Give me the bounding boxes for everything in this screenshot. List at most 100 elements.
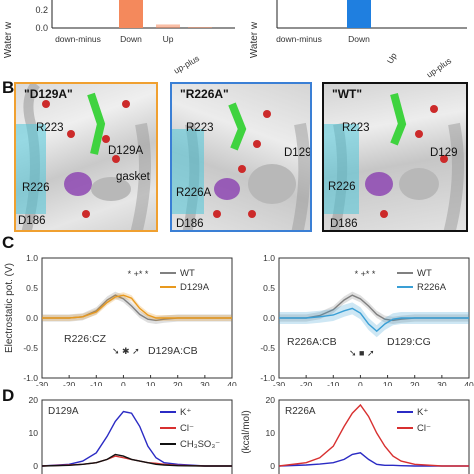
snapshot-r226a-label-d186: D186 (176, 218, 204, 230)
panel-d-left-legend-k: K⁺ (180, 407, 191, 418)
panel-b-letter: B (2, 78, 15, 97)
series-line-d129a (42, 294, 232, 319)
panel-c-right-arrows: ➘ ■ ➚ (349, 348, 375, 358)
panel-a-left-chart: Water w 0.2 0.0 down-minus Down Up up-pl… (3, 0, 235, 76)
series-line-cl (278, 403, 469, 467)
panel-c-right-ytick-3: -0.5 (260, 343, 275, 353)
series-line-k (41, 410, 232, 467)
xtick-label: 10 (383, 380, 393, 386)
snapshot-d129a-label-gasket: gasket (116, 171, 150, 183)
panel-c-left-ytick-3: -0.5 (23, 343, 38, 353)
panel-c-right-legend-r226a: R226A (417, 282, 447, 293)
panel-d-right-ytick-0: 20 (266, 395, 276, 405)
snapshot-d129a-art (16, 84, 151, 230)
panel-a-right-xtick-1: Down (348, 34, 370, 44)
xtick-label: 20 (410, 380, 420, 386)
xtick-label: 20 (173, 380, 183, 386)
panel-a-left-xtick-0: down-minus (55, 34, 101, 44)
xtick-label: -30 (273, 380, 286, 386)
panel-c-left-ytick-4: -1.0 (23, 373, 38, 383)
panel-d-letter: D (2, 386, 15, 405)
panel-a-bar-down (347, 0, 371, 28)
snapshot-r226a: "R226A" R223 D129 R226A D186 (170, 82, 312, 232)
snapshot-r226a-art (172, 102, 310, 230)
panel-a-right-ylabel: Water w (249, 21, 260, 58)
snapshot-d129a-label-r223: R223 (36, 122, 64, 134)
panel-d-right-ytick-2: 0 (270, 461, 275, 471)
panel-a-right-xtick-0: down-minus (276, 34, 322, 44)
panel-a-right-xtick-3: up-plus (425, 55, 454, 78)
xtick-label: -20 (300, 380, 313, 386)
snapshot-wt-art (324, 92, 464, 230)
panel-c-right-annot-0: R226A:CB (287, 336, 337, 348)
series-band-wt (42, 291, 232, 324)
panel-c-left-markers: * +* * (128, 269, 149, 279)
snapshot-r226a-label-r223: R223 (186, 122, 214, 134)
panel-d-right-legend-k: K⁺ (417, 407, 428, 418)
panel-d-right-legend-cl: Cl⁻ (417, 423, 431, 434)
panel-d-left-legend-ch3so3: CH₃SO₃⁻ (180, 439, 220, 450)
panel-d-left-chart: 20 10 0 D129A K⁺ Cl⁻ CH₃SO₃⁻ (29, 395, 233, 474)
panel-c-right-ytick-1: 0.5 (263, 283, 275, 293)
panel-a-left-xtick-2: Up (163, 34, 174, 44)
snapshot-wt-label-d186: D186 (330, 218, 358, 230)
panel-c-right-chart: 1.0 0.5 0.0 -0.5 -1.0 -30 -20 -10 0 10 20 30 40… (260, 253, 474, 386)
xtick-label: -10 (327, 380, 340, 386)
panel-a-bar-up (156, 24, 180, 28)
panel-c-ylabel: Electrostatic pot. (V) (4, 263, 15, 353)
snapshot-r226a-label-r226a: R226A (176, 187, 212, 199)
panel-d-right-ytick-1: 10 (266, 428, 276, 438)
panel-c-left-arrows: ➘ ✱ ➚ (112, 346, 140, 356)
panel-c-left-ytick-1: 0.5 (26, 283, 38, 293)
panel-a-ytick-1: 0.0 (35, 23, 48, 33)
snapshot-wt-label-d129: D129 (430, 147, 458, 159)
snapshot-wt-label-r226: R226 (328, 181, 356, 193)
panel-d-left-ytick-1: 10 (29, 428, 39, 438)
xtick-label: 30 (437, 380, 447, 386)
panel-a-ytick-0: 0.2 (35, 5, 48, 15)
panel-d-right-title: R226A (285, 406, 316, 417)
panel-c-left-legend-wt: WT (180, 268, 195, 279)
series-line-chso (41, 453, 232, 467)
panel-c-right-legend-wt: WT (417, 268, 432, 279)
xtick-label: 10 (146, 380, 156, 386)
panel-d-left-title: D129A (48, 406, 79, 417)
panel-c-left-chart: Electrostatic pot. (V) 1.0 0.5 0.0 -0.5 … (4, 253, 237, 386)
xtick-label: 40 (464, 380, 474, 386)
snapshot-d129a-label-d129a: D129A (108, 145, 144, 157)
panel-c-letter: C (2, 233, 15, 252)
panel-a-right-chart: Water w down-minus Down Up up-plus (249, 0, 467, 78)
series-band-r226a (279, 302, 469, 338)
panel-a-ylabel: Water w (3, 21, 14, 58)
panel-c-left-legend-d129a: D129A (180, 282, 210, 293)
panel-d-ylabel: (kcal/mol) (241, 410, 252, 453)
xtick-label: 0 (121, 380, 126, 386)
panel-a-left-xtick-3: up-plus (172, 53, 201, 76)
snapshot-d129a: "D129A" R223 D129A R226 gasket D186 (14, 82, 158, 232)
panel-c-right-ytick-0: 1.0 (263, 253, 275, 263)
panel-a-bar-down (119, 0, 143, 28)
panel-d-left-legend-cl: Cl⁻ (180, 423, 194, 434)
panel-c-right-annot-1: D129:CG (387, 336, 431, 348)
snapshot-d129a-title: "D129A" (24, 87, 73, 101)
xtick-label: -10 (90, 380, 103, 386)
snapshot-r226a-title: "R226A" (180, 87, 229, 101)
snapshot-d129a-label-d186: D186 (18, 215, 46, 227)
xtick-label: -30 (36, 380, 49, 386)
panel-d-left-ytick-0: 20 (29, 395, 39, 405)
panel-d-right-chart: (kcal/mol) 20 10 0 R226A K⁺ Cl⁻ (241, 395, 470, 474)
series-band-d129a (42, 292, 232, 321)
series-line-k (278, 452, 469, 467)
panel-a-right-xtick-2: Up (385, 51, 399, 66)
snapshot-r226a-label-d129: D129 (284, 147, 312, 159)
panel-c-left-annot-0: R226:CZ (64, 333, 107, 345)
xtick-label: -20 (63, 380, 76, 386)
xtick-label: 40 (227, 380, 237, 386)
snapshot-wt-label-r223: R223 (342, 122, 370, 134)
panel-c-left-ytick-2: 0.0 (26, 313, 38, 323)
snapshot-d129a-label-r226: R226 (22, 182, 50, 194)
xtick-label: 0 (358, 380, 363, 386)
series-line-r226a (279, 307, 469, 333)
xtick-label: 30 (200, 380, 210, 386)
snapshot-wt-title: "WT" (332, 87, 363, 101)
